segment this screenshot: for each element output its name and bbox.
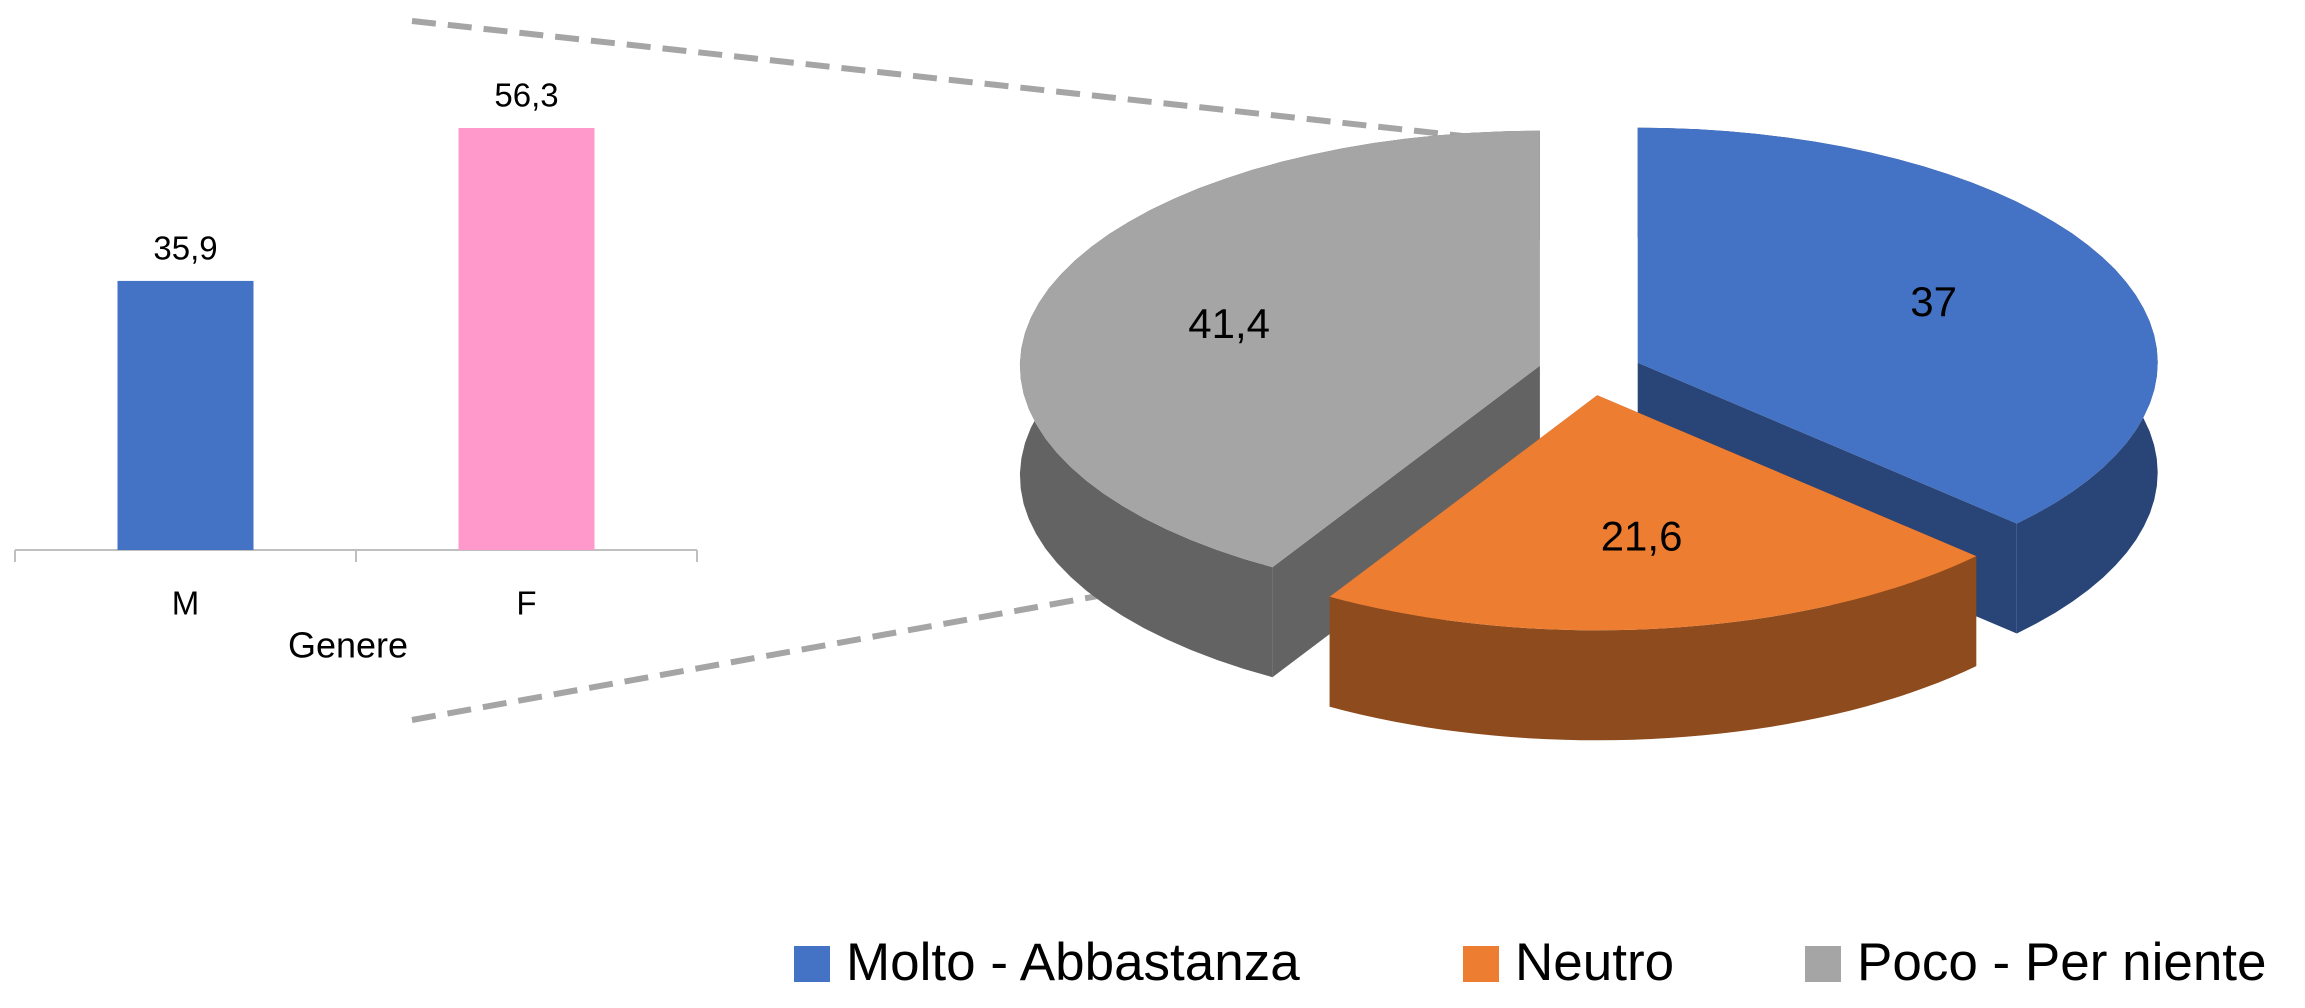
- bar: [117, 280, 254, 550]
- x-axis-label: Genere: [288, 625, 408, 666]
- data-label: 37: [1910, 278, 1957, 325]
- slice: [1329, 395, 1977, 631]
- data-label: 21,6: [1601, 513, 1683, 560]
- data-label: 35,9: [153, 230, 217, 267]
- legend-label: Poco - Per niente: [1857, 933, 2267, 992]
- legend-label: Molto - Abbastanza: [846, 933, 1300, 992]
- legend-swatch: [1463, 946, 1499, 982]
- slice: [1019, 130, 1540, 568]
- slice: [1637, 127, 2158, 524]
- connector-line: [411, 18, 1537, 147]
- data-label: 56,3: [494, 77, 558, 114]
- data-label: 41,4: [1188, 300, 1270, 347]
- legend-swatch: [1805, 946, 1841, 982]
- legend-swatch: [794, 946, 830, 982]
- x-tick-label: M: [172, 585, 200, 622]
- slice-outer-side: [1329, 556, 1977, 741]
- x-tick-label: F: [516, 585, 536, 622]
- legend-label: Neutro: [1515, 933, 1674, 992]
- bar: [458, 128, 595, 550]
